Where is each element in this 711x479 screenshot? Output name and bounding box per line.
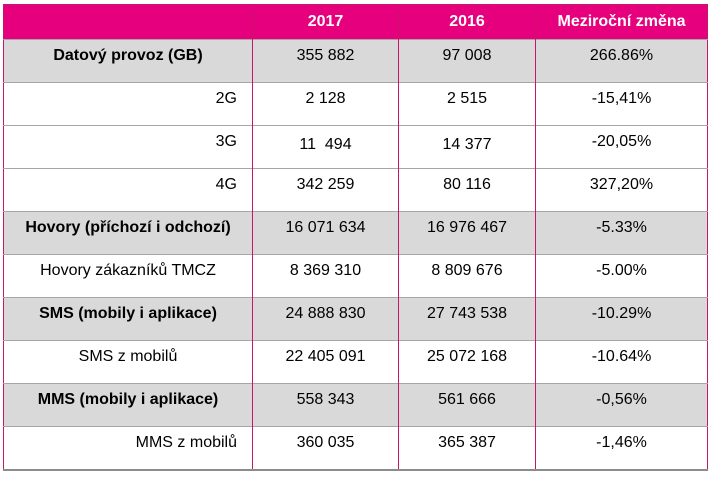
value-2017-cell: 22 405 091 [252,340,399,384]
table-row: MMS z mobilů 360 035 365 387 -1,46% [3,426,708,470]
row-label-cell: 3G [3,125,253,169]
value-2016-cell: 27 743 538 [398,297,536,341]
value-2017-cell: 2 128 [252,82,399,126]
value-2016-cell: 80 116 [398,168,536,212]
row-label-cell: Hovory zákazníků TMCZ [3,254,253,298]
row-label-cell: Datový provoz (GB) [3,39,253,83]
value-2017-cell: 342 259 [252,168,399,212]
value-change-cell: -5.00% [535,254,708,298]
table-row: Hovory zákazníků TMCZ 8 369 310 8 809 676-… [3,254,708,298]
table-row: SMS (mobily i aplikace) 24 888 830 27 743 … [3,297,708,341]
table-row: 2G 2 128 2 515 -15,41% [3,82,708,126]
value-2016-cell: 16 976 467 [398,211,536,255]
value-2017-cell: 11 494 [252,125,399,169]
table-row: Hovory (příchozí i odchozí) 16 071 634 16 … [3,211,708,255]
value-2017-cell: 360 035 [252,426,399,470]
table-body: Datový provoz (GB) 355 882 97 008 266.86% 2G… [3,39,708,470]
value-2016-cell: 25 072 168 [398,340,536,384]
row-label-cell: SMS (mobily i aplikace) [3,297,253,341]
value-2016-cell: 561 666 [398,383,536,427]
table-header: 2017 2016 Meziroční změna [3,4,708,40]
value-change-cell: 266.86% [535,39,708,83]
value-2016-cell: 365 387 [398,426,536,470]
value-2016-cell: 97 008 [398,39,536,83]
value-change-cell: -1,46% [535,426,708,470]
value-2017-cell: 24 888 830 [252,297,399,341]
value-2017-cell: 355 882 [252,39,399,83]
row-label-cell: SMS z mobilů [3,340,253,384]
value-change-cell: -20,05% [535,125,708,169]
value-2016-cell: 14 377 [398,125,536,169]
table-row: 3G 11 494 14 377 -20,05% [3,125,708,169]
value-change-cell: -10.64% [535,340,708,384]
value-2016-cell: 8 809 676 [398,254,536,298]
table-row: MMS (mobily i aplikace) 558 343 561 666 -0,… [3,383,708,427]
row-label-cell: 2G [3,82,253,126]
value-change-cell: -10.29% [535,297,708,341]
table-row: SMS z mobilů 22 405 091 25 072 168 -10.64% [3,340,708,384]
value-2016-cell: 2 515 [398,82,536,126]
value-change-cell: -5.33% [535,211,708,255]
header-yoy-change: Meziroční změna [535,4,708,40]
yearly-stats-table: 2017 2016 Meziroční změna Datový provoz … [3,4,708,471]
value-change-cell: 327,20% [535,168,708,212]
value-change-cell: -15,41% [535,82,708,126]
value-change-cell: -0,56% [535,383,708,427]
header-empty-cell [3,4,253,40]
table-row: Datový provoz (GB) 355 882 97 008 266.86% [3,39,708,83]
value-2017-cell: 558 343 [252,383,399,427]
header-row: 2017 2016 Meziroční změna [3,4,708,40]
row-label-cell: Hovory (příchozí i odchozí) [3,211,253,255]
value-2017-cell: 16 071 634 [252,211,399,255]
header-2016: 2016 [398,4,536,40]
row-label-cell: MMS (mobily i aplikace) [3,383,253,427]
value-2017-cell: 8 369 310 [252,254,399,298]
table-row: 4G 342 259 80 116 327,20% [3,168,708,212]
row-label-cell: 4G [3,168,253,212]
row-label-cell: MMS z mobilů [3,426,253,470]
header-2017: 2017 [252,4,399,40]
